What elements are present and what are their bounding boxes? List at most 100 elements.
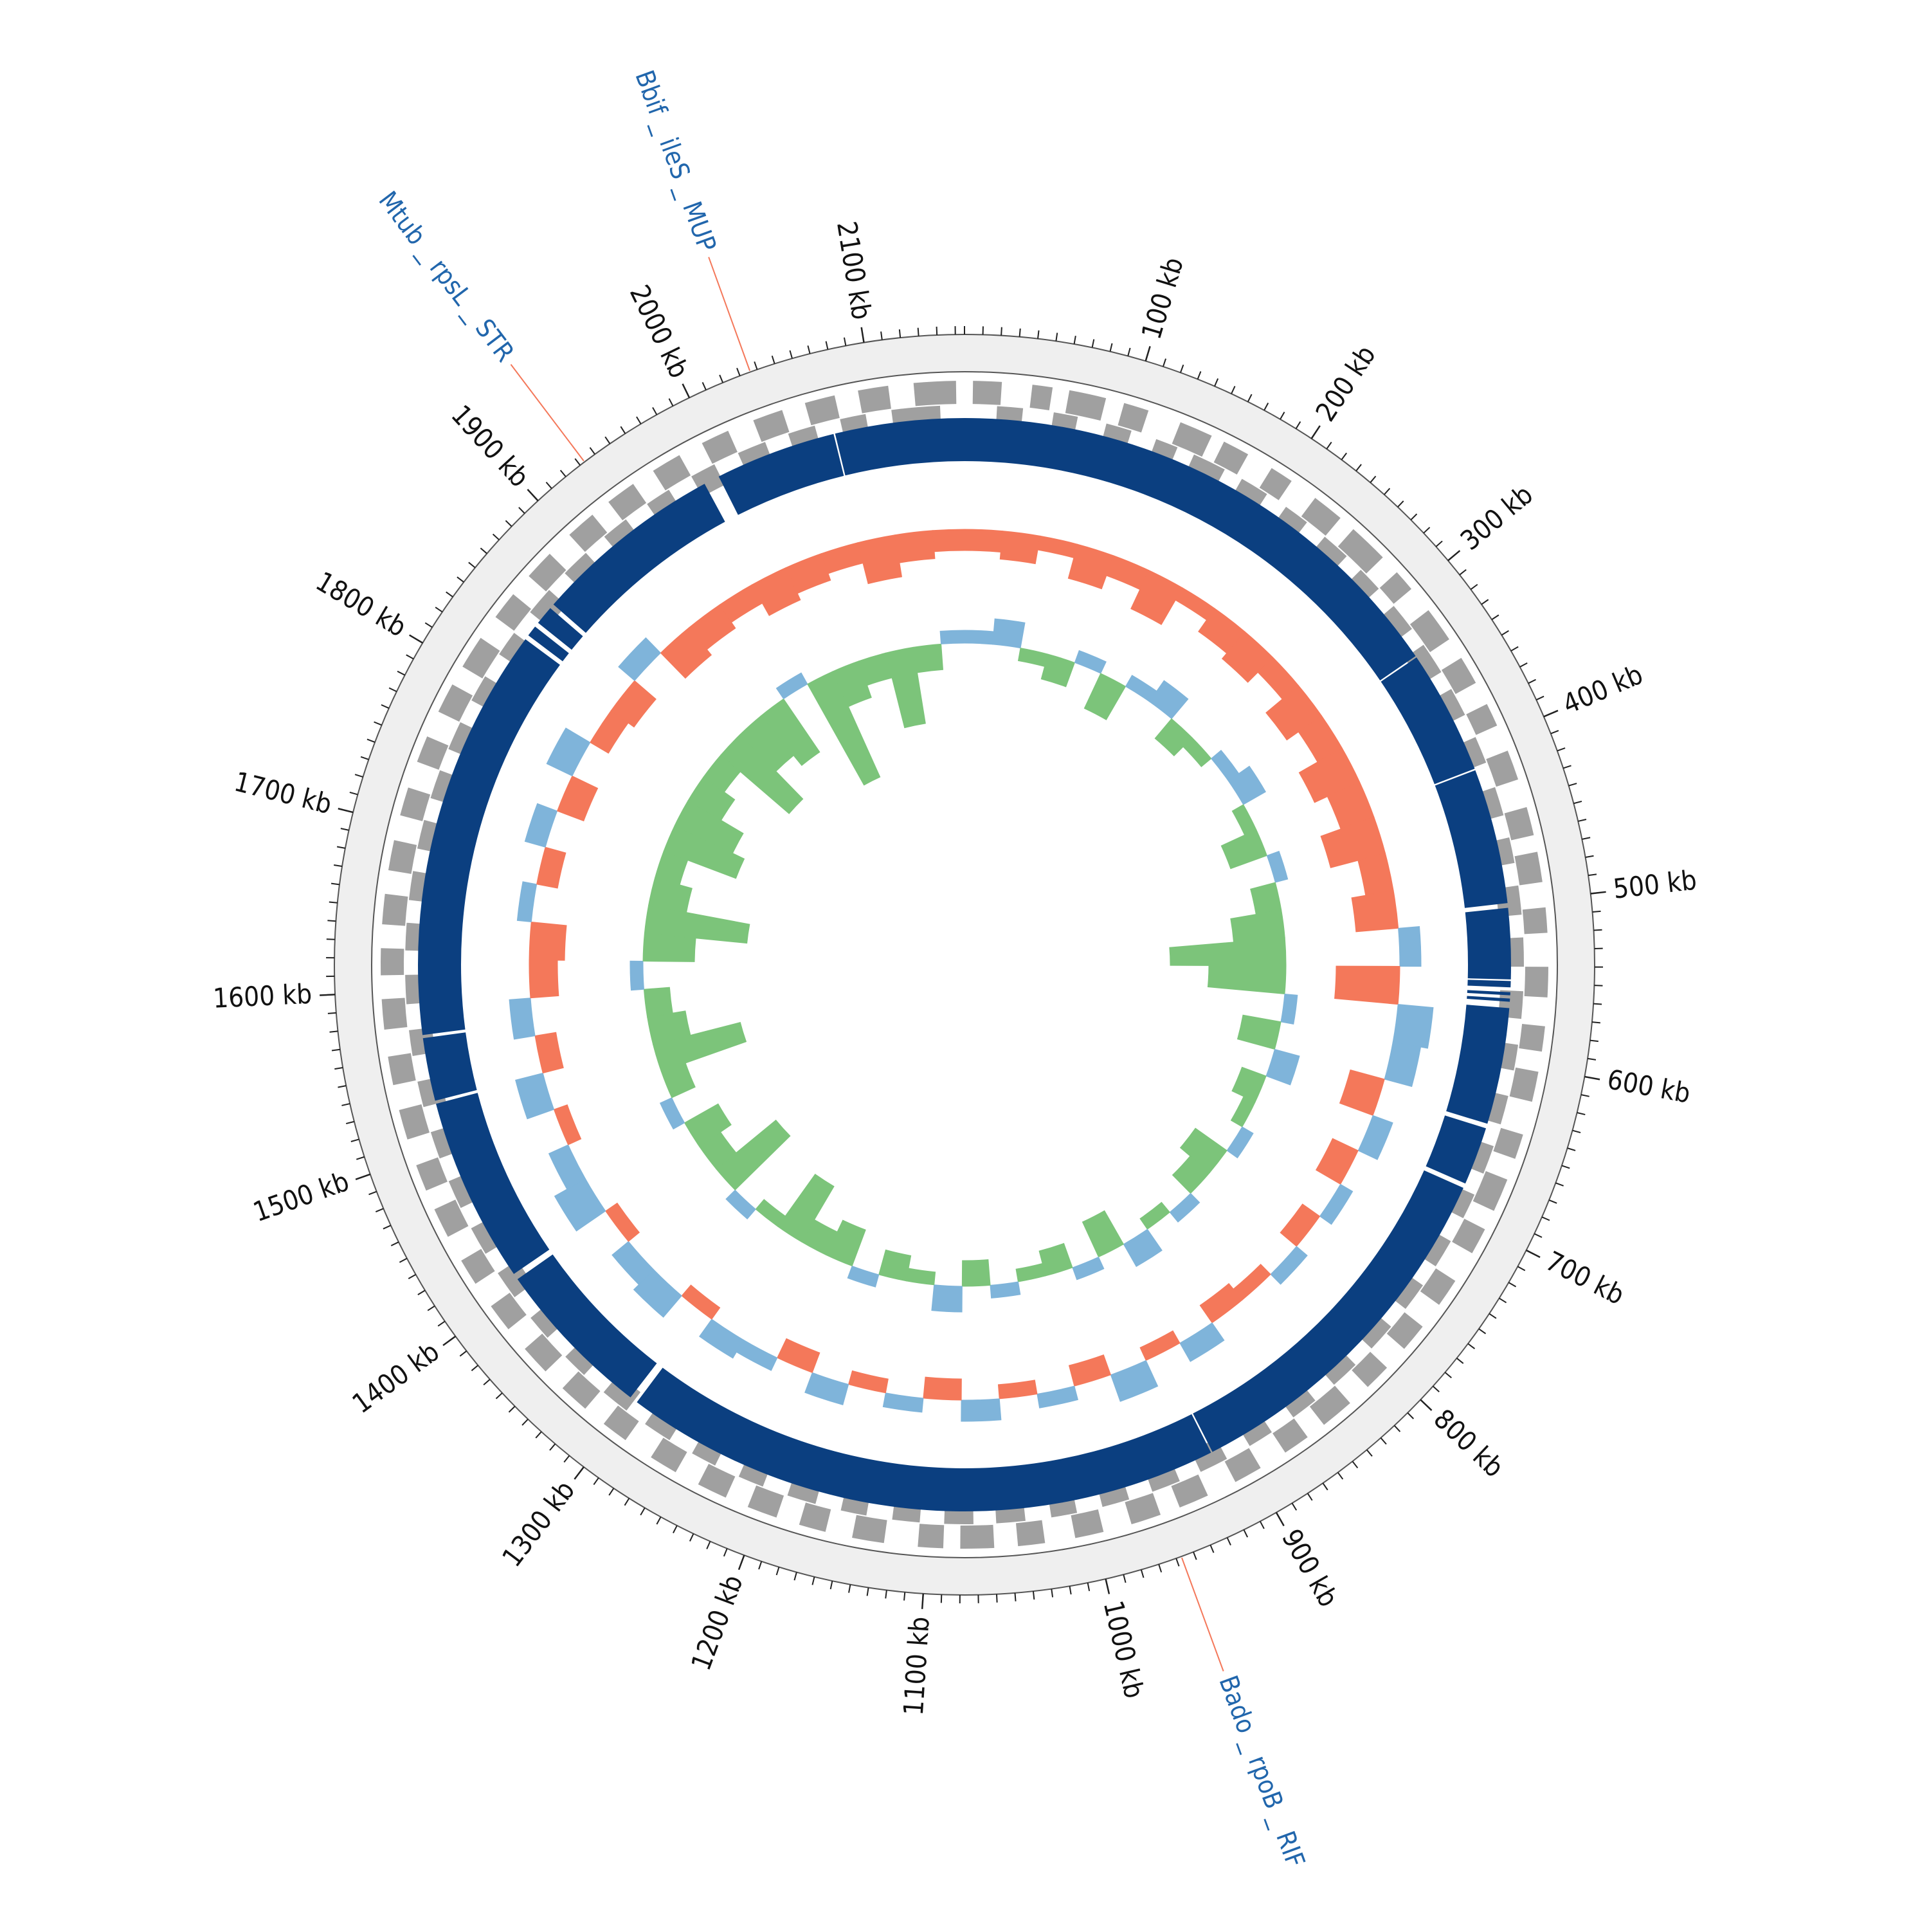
minor-tick xyxy=(1327,442,1331,449)
minor-tick xyxy=(356,1157,364,1160)
minor-tick xyxy=(1536,697,1544,700)
minor-tick xyxy=(1260,1521,1264,1528)
gc-content-bin xyxy=(1069,1355,1111,1387)
gene xyxy=(563,1371,601,1408)
gene xyxy=(1493,1128,1523,1159)
gc-content-bin xyxy=(516,1073,554,1118)
gene xyxy=(462,638,500,679)
gc-skew-bin xyxy=(1227,1127,1253,1158)
minor-tick xyxy=(1481,599,1489,604)
gc-content-bin xyxy=(1316,1138,1359,1184)
minor-tick xyxy=(1163,359,1166,367)
minor-tick xyxy=(1159,1564,1161,1572)
minor-tick xyxy=(1341,453,1346,459)
gc-content-bin xyxy=(547,728,590,776)
major-tick xyxy=(1584,1077,1600,1079)
major-tick xyxy=(1591,892,1606,894)
gc-content-bin xyxy=(777,1338,820,1372)
minor-tick xyxy=(703,382,706,390)
gene xyxy=(461,1249,494,1284)
minor-tick xyxy=(673,1526,677,1533)
minor-tick xyxy=(640,1508,645,1515)
gc-content-bin xyxy=(883,1393,923,1412)
minor-tick xyxy=(493,534,500,540)
gc-skew-bin xyxy=(1149,680,1188,718)
major-tick xyxy=(1146,346,1150,361)
gc-skew-bin xyxy=(1073,1257,1104,1279)
minor-tick xyxy=(425,623,432,627)
minor-tick xyxy=(1384,488,1390,495)
annotation-line xyxy=(1182,1558,1224,1672)
gc-content-bin xyxy=(554,1105,581,1145)
minor-tick xyxy=(1489,1314,1496,1318)
minor-tick xyxy=(881,332,882,340)
major-tick xyxy=(1544,711,1558,716)
tick-label: 1300 kb xyxy=(496,1475,581,1572)
minor-tick xyxy=(351,1139,359,1142)
gene xyxy=(416,1158,448,1191)
gc-skew-bin xyxy=(1170,938,1286,966)
annotation-label: Mtub _ rpsL _ STR xyxy=(372,186,520,367)
contig xyxy=(1465,908,1511,980)
minor-tick xyxy=(1210,1545,1213,1553)
gc-skew-bin xyxy=(1074,651,1106,674)
minor-tick xyxy=(376,1208,383,1212)
gc-skew-bin xyxy=(1221,830,1267,869)
gene xyxy=(973,381,1002,405)
minor-tick xyxy=(590,448,595,455)
minor-tick xyxy=(327,939,335,940)
gene xyxy=(651,1438,687,1473)
minor-tick xyxy=(1198,371,1201,379)
gc-content-bin xyxy=(1340,1070,1385,1116)
gc-content-bin xyxy=(606,1203,640,1242)
tick-label: 800 kb xyxy=(1427,1403,1510,1483)
minor-tick xyxy=(350,792,358,795)
contig xyxy=(1467,980,1510,987)
minor-tick xyxy=(341,828,349,830)
minor-tick xyxy=(1244,1529,1247,1537)
minor-tick xyxy=(331,884,340,885)
gene xyxy=(1525,967,1548,998)
minor-tick xyxy=(1280,412,1285,419)
gc-content-bin xyxy=(1175,588,1215,620)
gc-skew-bin xyxy=(879,1250,911,1280)
major-tick xyxy=(1420,1399,1431,1410)
gene xyxy=(1452,1219,1485,1253)
minor-tick xyxy=(408,1275,415,1279)
tick-label: 400 kb xyxy=(1558,659,1647,720)
minor-tick xyxy=(1424,527,1429,533)
gene xyxy=(858,386,891,414)
major-tick xyxy=(356,1174,370,1180)
minor-tick xyxy=(669,399,673,406)
minor-tick xyxy=(428,1306,435,1311)
gc-content-bin xyxy=(509,998,535,1039)
gene xyxy=(1272,1418,1308,1452)
minor-tick xyxy=(1573,801,1582,803)
tick-label: 1600 kb xyxy=(212,978,312,1014)
gc-content-bin xyxy=(529,960,559,998)
minor-tick xyxy=(1568,1148,1575,1151)
gc-content-bin xyxy=(529,922,566,960)
minor-tick xyxy=(609,1488,613,1495)
annotation-label: Bado _ rpoB _ RIF xyxy=(1213,1672,1310,1872)
gene xyxy=(1523,907,1548,934)
minor-tick xyxy=(1193,1552,1197,1560)
gc-skew-bin xyxy=(940,630,964,644)
minor-tick xyxy=(1508,1282,1516,1287)
gc-skew-bin xyxy=(1140,1202,1170,1229)
gc-content-bin xyxy=(535,1032,563,1073)
tick-label: 600 kb xyxy=(1605,1063,1693,1109)
gene xyxy=(1125,1493,1161,1524)
minor-tick xyxy=(391,1242,399,1246)
minor-tick xyxy=(720,375,723,383)
gc-content-bin xyxy=(805,1372,849,1405)
minor-tick xyxy=(480,548,487,553)
minor-tick xyxy=(1001,327,1002,336)
minor-tick xyxy=(1562,1165,1570,1168)
gene xyxy=(525,1334,562,1372)
gc-skew-bin xyxy=(1266,1049,1300,1084)
minor-tick xyxy=(812,1577,814,1585)
minor-tick xyxy=(826,342,828,350)
minor-tick xyxy=(1577,1113,1586,1115)
minor-tick xyxy=(505,520,511,526)
